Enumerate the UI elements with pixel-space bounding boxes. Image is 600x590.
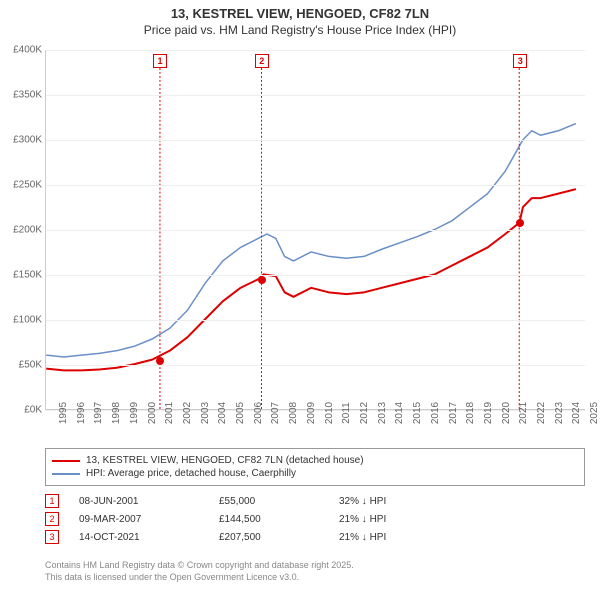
sale-index-box: 1 xyxy=(45,494,59,508)
plot-area: £0K£50K£100K£150K£200K£250K£300K£350K£40… xyxy=(45,50,585,410)
legend-swatch xyxy=(52,460,80,462)
sale-marker-box: 1 xyxy=(153,54,167,68)
sale-date: 09-MAR-2007 xyxy=(79,514,219,525)
sale-marker-box: 2 xyxy=(255,54,269,68)
legend-swatch xyxy=(52,473,80,475)
sale-price: £144,500 xyxy=(219,514,339,525)
y-tick-label: £200K xyxy=(13,225,42,236)
chart-title-line2: Price paid vs. HM Land Registry's House … xyxy=(0,23,600,41)
y-tick-label: £50K xyxy=(19,360,42,371)
sale-diff: 21% ↓ HPI xyxy=(339,532,585,543)
sale-row: 2 09-MAR-2007 £144,500 21% ↓ HPI xyxy=(45,512,585,526)
footer-line: Contains HM Land Registry data © Crown c… xyxy=(45,560,354,572)
sales-table: 1 08-JUN-2001 £55,000 32% ↓ HPI 2 09-MAR… xyxy=(45,490,585,548)
chart-title-line1: 13, KESTREL VIEW, HENGOED, CF82 7LN xyxy=(0,0,600,23)
sale-diff: 32% ↓ HPI xyxy=(339,496,585,507)
legend-label: HPI: Average price, detached house, Caer… xyxy=(86,468,296,479)
sale-marker-dot xyxy=(258,276,266,284)
sale-date: 08-JUN-2001 xyxy=(79,496,219,507)
footer-attribution: Contains HM Land Registry data © Crown c… xyxy=(45,560,354,583)
legend: 13, KESTREL VIEW, HENGOED, CF82 7LN (det… xyxy=(45,448,585,486)
y-tick-label: £400K xyxy=(13,45,42,56)
sale-index-box: 2 xyxy=(45,512,59,526)
legend-label: 13, KESTREL VIEW, HENGOED, CF82 7LN (det… xyxy=(86,455,364,466)
x-tick-label: 2025 xyxy=(577,402,600,424)
y-tick-label: £250K xyxy=(13,180,42,191)
legend-row: HPI: Average price, detached house, Caer… xyxy=(52,468,578,479)
sale-marker-box: 3 xyxy=(513,54,527,68)
sale-price: £55,000 xyxy=(219,496,339,507)
y-tick-label: £350K xyxy=(13,90,42,101)
y-tick-label: £300K xyxy=(13,135,42,146)
sale-index-box: 3 xyxy=(45,530,59,544)
sale-row: 3 14-OCT-2021 £207,500 21% ↓ HPI xyxy=(45,530,585,544)
y-tick-label: £100K xyxy=(13,315,42,326)
y-tick-label: £0K xyxy=(24,405,42,416)
y-tick-label: £150K xyxy=(13,270,42,281)
sale-price: £207,500 xyxy=(219,532,339,543)
sale-marker-dot xyxy=(516,219,524,227)
chart-container: 13, KESTREL VIEW, HENGOED, CF82 7LN Pric… xyxy=(0,0,600,590)
sale-diff: 21% ↓ HPI xyxy=(339,514,585,525)
sale-row: 1 08-JUN-2001 £55,000 32% ↓ HPI xyxy=(45,494,585,508)
legend-row: 13, KESTREL VIEW, HENGOED, CF82 7LN (det… xyxy=(52,455,578,466)
sale-marker-dot xyxy=(156,357,164,365)
sale-date: 14-OCT-2021 xyxy=(79,532,219,543)
footer-line: This data is licensed under the Open Gov… xyxy=(45,572,354,584)
